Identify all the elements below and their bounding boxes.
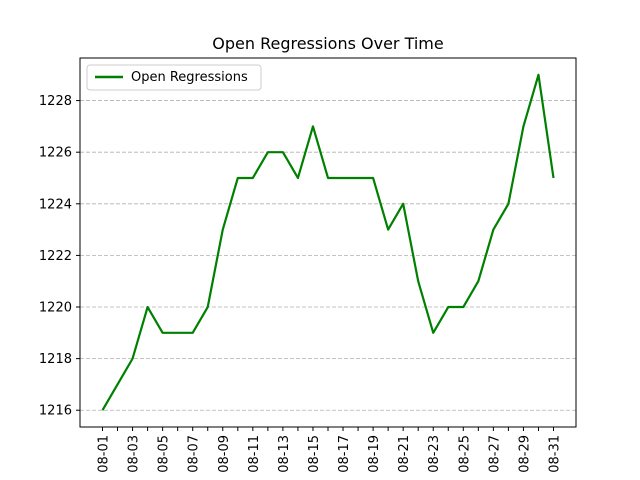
y-tick-label: 1222 xyxy=(39,249,72,264)
x-tick-label: 08-13 xyxy=(277,435,292,473)
legend-box xyxy=(86,64,262,91)
x-tick-label: 08-03 xyxy=(127,435,142,473)
x-tick-label: 08-07 xyxy=(187,435,202,473)
legend-label: Open Regressions xyxy=(131,70,248,85)
series-line-open-regressions xyxy=(101,73,555,411)
series-layer xyxy=(101,73,555,411)
x-tick-label: 08-15 xyxy=(307,435,322,473)
legend: Open Regressions xyxy=(86,64,262,91)
plot-frame xyxy=(79,57,577,428)
x-tick-label: 08-17 xyxy=(337,435,352,473)
x-tick-label: 08-29 xyxy=(517,435,532,473)
x-tick-label: 08-05 xyxy=(157,435,172,473)
y-tick-label: 1226 xyxy=(39,146,72,161)
x-tick-label: 08-01 xyxy=(97,435,112,473)
y-tick-label: 1224 xyxy=(39,197,72,212)
chart-title: Open Regressions Over Time xyxy=(212,34,443,53)
x-tick-label: 08-23 xyxy=(427,435,442,473)
y-tick-label: 1218 xyxy=(39,352,72,367)
x-tick-label: 08-11 xyxy=(247,435,262,473)
y-tick-label: 1220 xyxy=(39,301,72,316)
y-tick-label: 1216 xyxy=(39,404,72,419)
x-tick-label: 08-25 xyxy=(457,435,472,473)
x-axis: 08-01 08-03 08-05 08-07 08-09 08-11 08-13 08-15… xyxy=(97,427,563,473)
y-axis: 1216 1218 1220 1222 1224 1226 1228 xyxy=(39,94,80,419)
grid-lines xyxy=(80,100,576,411)
x-tick-label: 08-31 xyxy=(548,435,563,473)
x-tick-label: 08-09 xyxy=(217,435,232,473)
x-tick-label: 08-27 xyxy=(487,435,502,473)
x-tick-label: 08-19 xyxy=(367,435,382,473)
x-tick-label: 08-21 xyxy=(397,435,412,473)
y-tick-label: 1228 xyxy=(39,94,72,109)
